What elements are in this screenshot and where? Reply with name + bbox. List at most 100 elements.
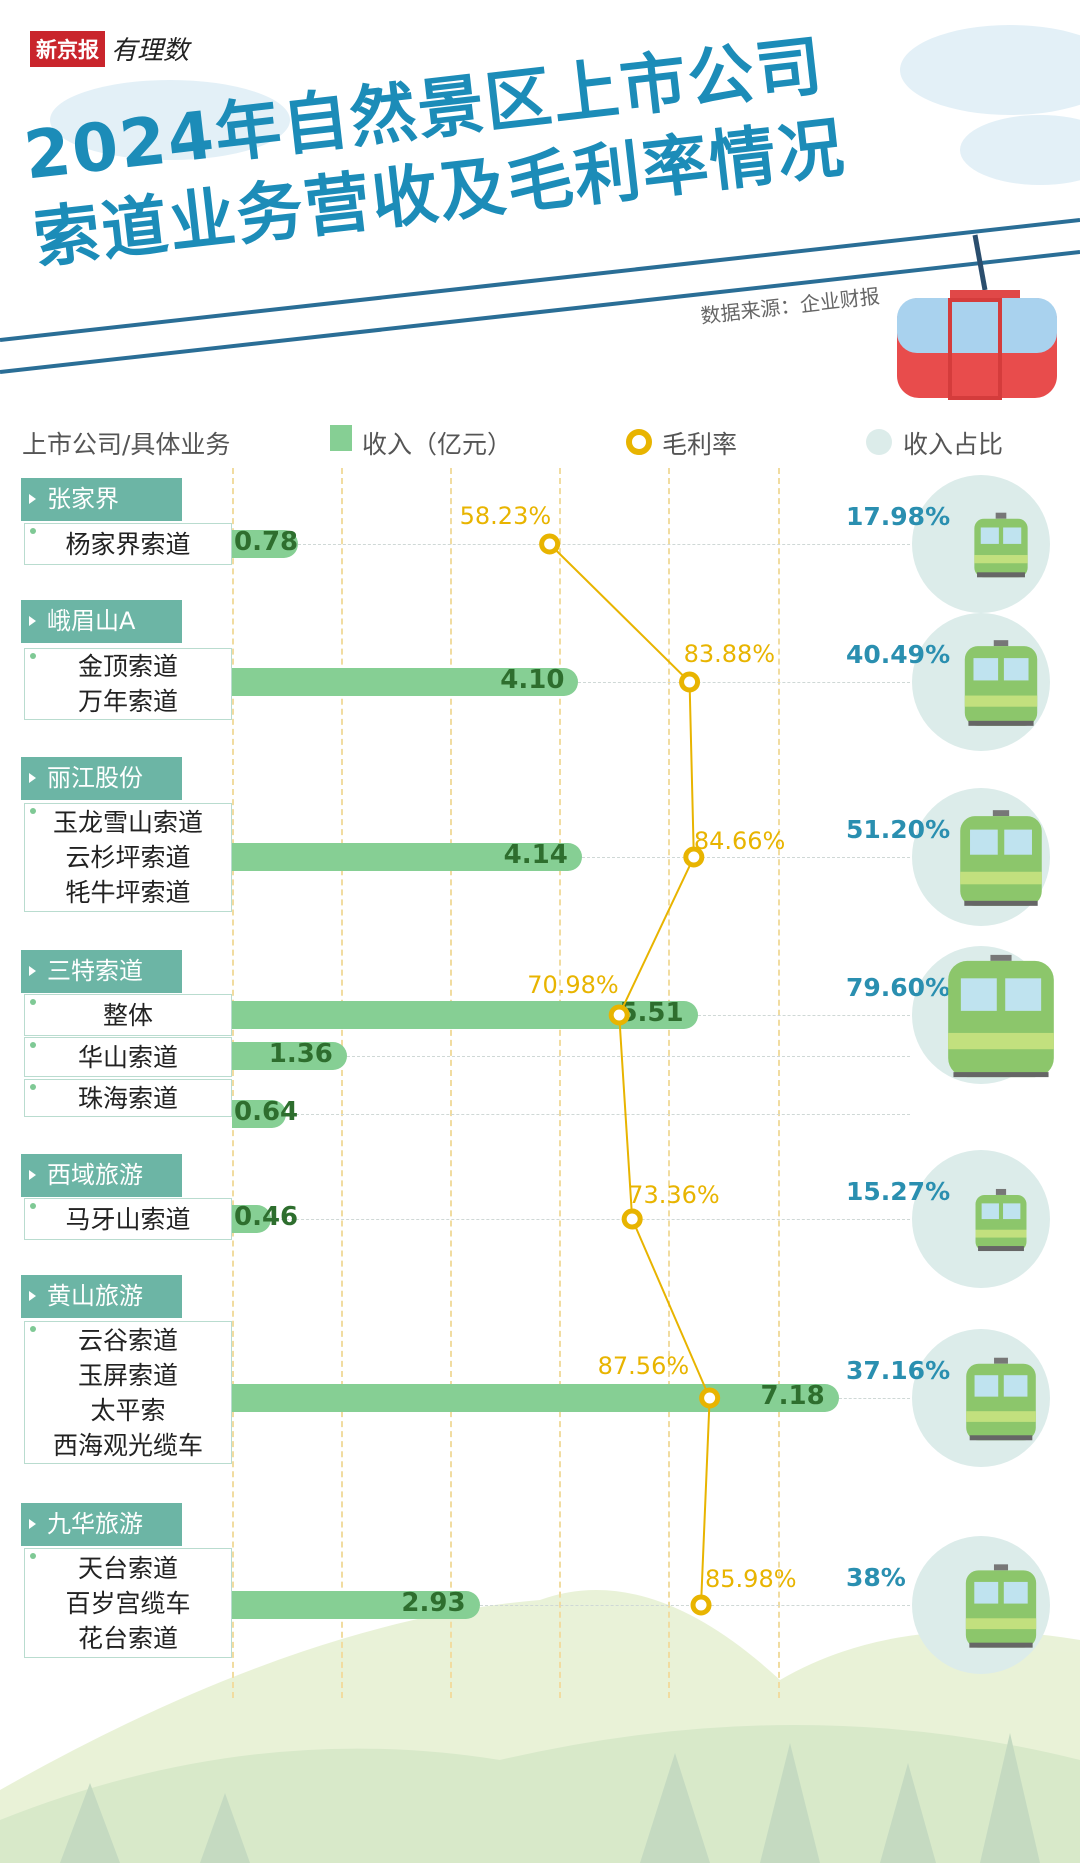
- service-name: 百岁宫缆车: [65, 1588, 191, 1618]
- legend-revenue-swatch: [330, 425, 352, 451]
- margin-label: 84.66%: [693, 827, 786, 855]
- revenue-value: 0.78: [234, 527, 299, 557]
- share-label: 38%: [846, 1563, 906, 1592]
- service-box: 云谷索道玉屏索道太平索西海观光缆车: [24, 1321, 232, 1464]
- cable-line: [0, 218, 1080, 342]
- row-guide-line: [838, 1398, 910, 1399]
- legend: 上市公司/具体业务 收入（亿元） 毛利率 收入占比: [0, 425, 1080, 461]
- service-name: 整体: [102, 1000, 153, 1030]
- row-guide-line: [479, 1605, 910, 1606]
- service-name: 西海观光缆车: [52, 1430, 203, 1460]
- legend-category: 上市公司/具体业务: [22, 430, 231, 459]
- share-circle: [912, 1329, 1050, 1467]
- grid-line: [777, 468, 780, 1698]
- service-name: 花台索道: [77, 1623, 178, 1653]
- logo-column: 有理数: [111, 36, 190, 66]
- share-label: 79.60%: [846, 973, 951, 1002]
- service-box: 马牙山索道: [24, 1198, 232, 1240]
- margin-label: 58.23%: [459, 502, 552, 530]
- service-name: 万年索道: [77, 687, 178, 716]
- margin-label: 87.56%: [597, 1352, 690, 1380]
- row-guide-line: [297, 544, 910, 545]
- legend-share-dot-icon: [866, 429, 892, 455]
- row-guide-line: [270, 1219, 910, 1220]
- grid-line: [559, 468, 562, 1698]
- company-tab: 九华旅游: [21, 1503, 182, 1546]
- legend-margin-ring-icon: [626, 429, 652, 455]
- revenue-bar: [232, 1384, 839, 1412]
- revenue-value: 4.10: [500, 665, 565, 695]
- row-guide-line: [581, 857, 910, 858]
- service-name: 珠海索道: [77, 1083, 178, 1113]
- margin-label: 83.88%: [683, 640, 776, 668]
- share-circle: [912, 1150, 1050, 1288]
- service-box: 天台索道百岁宫缆车花台索道: [24, 1548, 232, 1658]
- margin-label: 85.98%: [705, 1565, 797, 1593]
- service-box: 华山索道: [24, 1037, 232, 1077]
- logo-brand: 新京报: [30, 30, 105, 67]
- company-tab: 峨眉山A: [21, 600, 182, 643]
- service-name: 云杉坪索道: [65, 843, 191, 872]
- service-name: 马牙山索道: [65, 1204, 191, 1234]
- share-circle: [912, 946, 1050, 1084]
- company-tab: 张家界: [21, 478, 182, 521]
- service-name: 云谷索道: [77, 1325, 178, 1355]
- service-name: 太平索: [90, 1395, 166, 1425]
- row-guide-line: [697, 1015, 910, 1016]
- service-box: 金顶索道 万年索道: [24, 648, 232, 720]
- red-gondola-icon: [897, 234, 1057, 400]
- mountains: [0, 1590, 1080, 1863]
- company-tab: 西域旅游: [21, 1154, 182, 1197]
- grid-line: [450, 468, 453, 1698]
- service-name: 玉龙雪山索道: [52, 808, 203, 837]
- service-box: 整体: [24, 994, 232, 1036]
- revenue-value: 2.93: [401, 1588, 466, 1618]
- company-tab: 丽江股份: [21, 757, 182, 800]
- grid-line: [668, 468, 671, 1698]
- grid-line: [341, 468, 344, 1698]
- revenue-value: 4.14: [503, 840, 568, 870]
- row-guide-line: [346, 1056, 910, 1057]
- share-label: 40.49%: [846, 640, 951, 669]
- share-label: 37.16%: [846, 1356, 951, 1385]
- revenue-value: 0.46: [234, 1202, 299, 1232]
- legend-revenue: 收入（亿元）: [362, 430, 513, 459]
- share-label: 17.98%: [846, 502, 951, 531]
- revenue-bar: [232, 1205, 271, 1233]
- service-box: 杨家界索道: [24, 523, 232, 565]
- service-box: 珠海索道: [24, 1079, 232, 1117]
- share-label: 15.27%: [846, 1177, 951, 1206]
- logo: 新京报 有理数: [30, 30, 189, 67]
- grid-line: [232, 468, 234, 1698]
- legend-share: 收入占比: [903, 430, 1004, 459]
- revenue-bar: [232, 1591, 480, 1619]
- row-guide-line: [286, 1114, 910, 1115]
- service-name: 玉屏索道: [77, 1360, 178, 1390]
- margin-label: 70.98%: [527, 971, 619, 999]
- revenue-value: 5.51: [619, 998, 684, 1028]
- legend-margin: 毛利率: [662, 430, 738, 459]
- row-guide-line: [578, 682, 910, 683]
- revenue-bar: [232, 843, 582, 871]
- margin-label: 73.36%: [628, 1181, 720, 1209]
- share-circle: [912, 613, 1050, 751]
- clouds: [50, 25, 1080, 185]
- revenue-bar: [232, 1100, 287, 1128]
- revenue-value: 1.36: [268, 1039, 333, 1069]
- share-circle: [912, 1536, 1050, 1674]
- revenue-value: 7.18: [760, 1381, 825, 1411]
- service-name: 杨家界索道: [65, 529, 191, 559]
- service-name: 天台索道: [77, 1553, 178, 1583]
- company-tab: 黄山旅游: [21, 1275, 182, 1318]
- company-tab: 三特索道: [21, 950, 182, 993]
- share-circle: [912, 475, 1050, 613]
- revenue-bar: [232, 668, 579, 696]
- revenue-value: 0.64: [234, 1097, 299, 1127]
- cable-line: [0, 250, 1080, 374]
- service-name: 华山索道: [77, 1042, 178, 1072]
- service-box: 玉龙雪山索道 云杉坪索道牦牛坪索道: [24, 803, 232, 912]
- revenue-bar: [232, 530, 298, 558]
- service-name: 牦牛坪索道: [65, 878, 191, 907]
- service-name: 金顶索道: [77, 652, 178, 681]
